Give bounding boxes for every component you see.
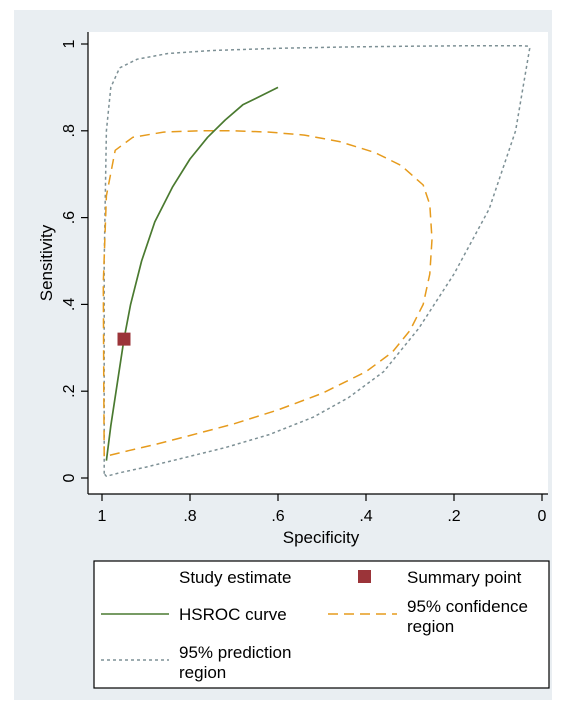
- y-tick-label: .8: [61, 124, 78, 137]
- legend-label-confidence-line1: 95% confidence: [407, 597, 528, 616]
- y-axis-title: Sensitivity: [37, 224, 56, 301]
- x-tick-label: .2: [447, 508, 460, 525]
- x-tick-label: .4: [359, 508, 372, 525]
- legend-label-study-estimate: Study estimate: [179, 568, 291, 587]
- legend-swatch-summary-point: [358, 570, 371, 583]
- x-tick-label: 0: [538, 508, 547, 525]
- x-tick-label: .8: [183, 508, 196, 525]
- y-tick-label: .6: [61, 211, 78, 224]
- x-tick-label: .6: [271, 508, 284, 525]
- legend-label-summary-point: Summary point: [407, 568, 522, 587]
- legend-label-prediction-line1: 95% prediction: [179, 643, 291, 662]
- legend-label-hsroc: HSROC curve: [179, 605, 287, 624]
- legend-box: [93, 560, 550, 689]
- legend-label-prediction-line2: region: [179, 663, 226, 682]
- chart-frame: 1 .8 .6 .4 .2 0 0 .2 .4 .6 .8 1 Specificity Sensiti…: [14, 10, 552, 700]
- legend-label-confidence-line2: region: [407, 617, 454, 636]
- hsroc-curve: [105, 86, 279, 461]
- y-tick-label: 1: [61, 39, 78, 48]
- y-tick-label: 0: [61, 473, 78, 482]
- x-tick-label: 1: [98, 508, 107, 525]
- confidence-region: [102, 130, 433, 458]
- plot-area: [88, 32, 548, 494]
- y-tick-label: .4: [61, 298, 78, 311]
- prediction-region: [103, 44, 531, 478]
- summary-point-marker: [117, 332, 131, 346]
- x-axis-title: Specificity: [283, 528, 360, 547]
- chart-svg: 1 .8 .6 .4 .2 0 0 .2 .4 .6 .8 1 Specificity Sensiti…: [37, 32, 550, 689]
- legend: Study estimate Summary point HSROC curve…: [93, 560, 550, 689]
- y-tick-label: .2: [61, 384, 78, 397]
